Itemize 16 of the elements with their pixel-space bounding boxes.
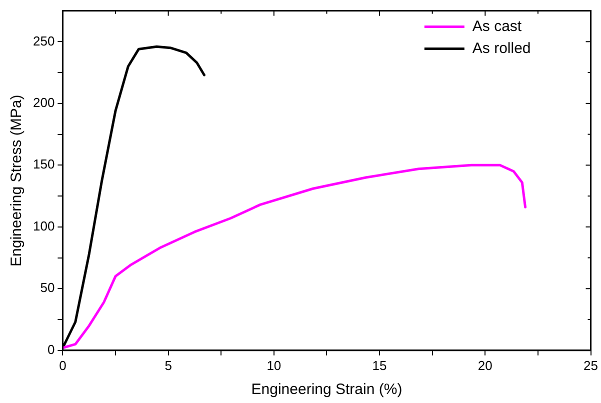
x-tick-label: 5: [164, 358, 172, 373]
x-tick-label: 20: [478, 358, 492, 373]
x-tick-label: 15: [372, 358, 387, 373]
y-tick-label: 100: [32, 218, 55, 234]
y-axis-title: Engineering Stress (MPa): [8, 94, 26, 266]
y-tick-label: 150: [32, 156, 55, 172]
x-axis-title: Engineering Strain (%): [251, 381, 402, 398]
legend-label: As rolled: [472, 40, 531, 57]
x-tick-label: 10: [266, 358, 282, 373]
x-tick-label: 0: [59, 358, 66, 373]
y-tick-label: 0: [47, 342, 55, 357]
y-tick-label: 200: [32, 94, 55, 110]
y-tick-label: 50: [40, 280, 55, 296]
y-tick-label: 250: [32, 33, 55, 48]
legend-label: As cast: [472, 18, 522, 35]
x-tick-label: 25: [584, 358, 598, 373]
